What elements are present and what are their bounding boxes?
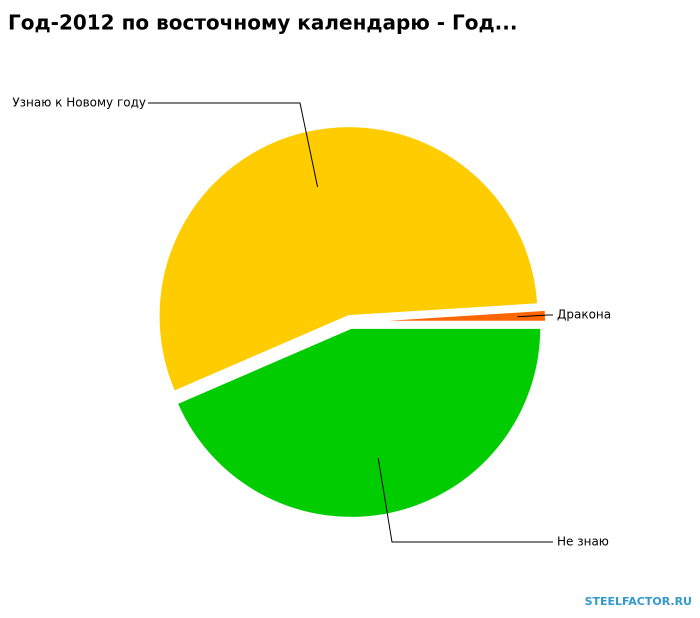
leader-line <box>148 102 319 187</box>
pie-slice <box>157 125 540 393</box>
chart-title: Год-2012 по восточному календарю - Год..… <box>8 11 517 35</box>
pie-slice <box>175 326 543 519</box>
slice-label: Узнаю к Новому году <box>12 96 146 110</box>
slice-label: Не знаю <box>557 535 609 549</box>
leader-line <box>377 458 553 543</box>
slice-label: Дракона <box>557 308 611 322</box>
watermark: STEELFACTOR.RU <box>585 595 692 608</box>
leader-line <box>517 314 553 318</box>
pie-slice <box>355 308 547 323</box>
